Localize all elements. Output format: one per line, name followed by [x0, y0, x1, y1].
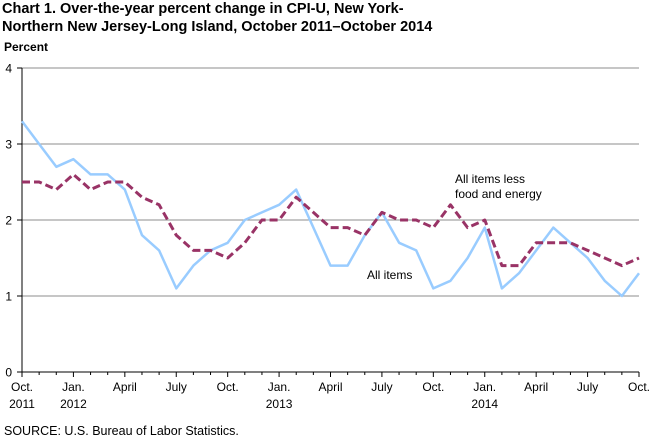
y-axis-ticks: 0 1 2 3 4: [5, 62, 22, 380]
y-tick-label: 1: [5, 290, 12, 304]
x-tick-year-label: 2014: [471, 397, 498, 411]
series-all-items-line: [20, 120, 641, 298]
y-tick-label: 0: [5, 366, 12, 380]
x-tick-year-label: 2012: [60, 397, 87, 411]
x-tick-label: Jan.: [268, 380, 291, 394]
chart-title: Chart 1. Over-the-year percent change in…: [2, 0, 642, 36]
x-axis-ticks: Oct. 2011 Jan. 2012 April July Oct. Jan. 2013 Apr…: [9, 372, 650, 411]
chart-title-line2: Northern New Jersey-Long Island, October…: [2, 19, 433, 35]
x-tick-label: April: [318, 380, 342, 394]
x-tick-label: Oct.: [628, 380, 650, 394]
x-tick-year-label: 2013: [266, 397, 293, 411]
y-axis-label: Percent: [4, 40, 48, 54]
x-tick-label: Oct.: [217, 380, 239, 394]
x-tick-label: Oct.: [11, 380, 33, 394]
source-note: SOURCE: U.S. Bureau of Labor Statistics.: [4, 424, 239, 438]
x-tick-label: Oct.: [422, 380, 444, 394]
x-tick-label: April: [524, 380, 548, 394]
x-tick-label: Jan.: [473, 380, 496, 394]
x-tick-label: July: [371, 380, 392, 394]
axes: [21, 68, 639, 373]
series-lines: [20, 120, 641, 298]
x-tick-label: April: [113, 380, 137, 394]
y-tick-label: 2: [5, 214, 12, 228]
series-label-core-line1: All items less: [455, 172, 525, 186]
series-label-all-items: All items: [367, 268, 412, 282]
y-tick-label: 4: [5, 62, 12, 76]
x-tick-label: Jan.: [62, 380, 85, 394]
x-tick-label: July: [166, 380, 187, 394]
y-tick-label: 3: [5, 138, 12, 152]
chart-title-line1: Chart 1. Over-the-year percent change in…: [2, 1, 404, 17]
x-tick-label: July: [577, 380, 598, 394]
series-core-line: [22, 172, 640, 268]
gridlines: [22, 67, 639, 297]
series-label-core-line2: food and energy: [455, 187, 542, 201]
x-tick-year-label: 2011: [9, 397, 35, 411]
